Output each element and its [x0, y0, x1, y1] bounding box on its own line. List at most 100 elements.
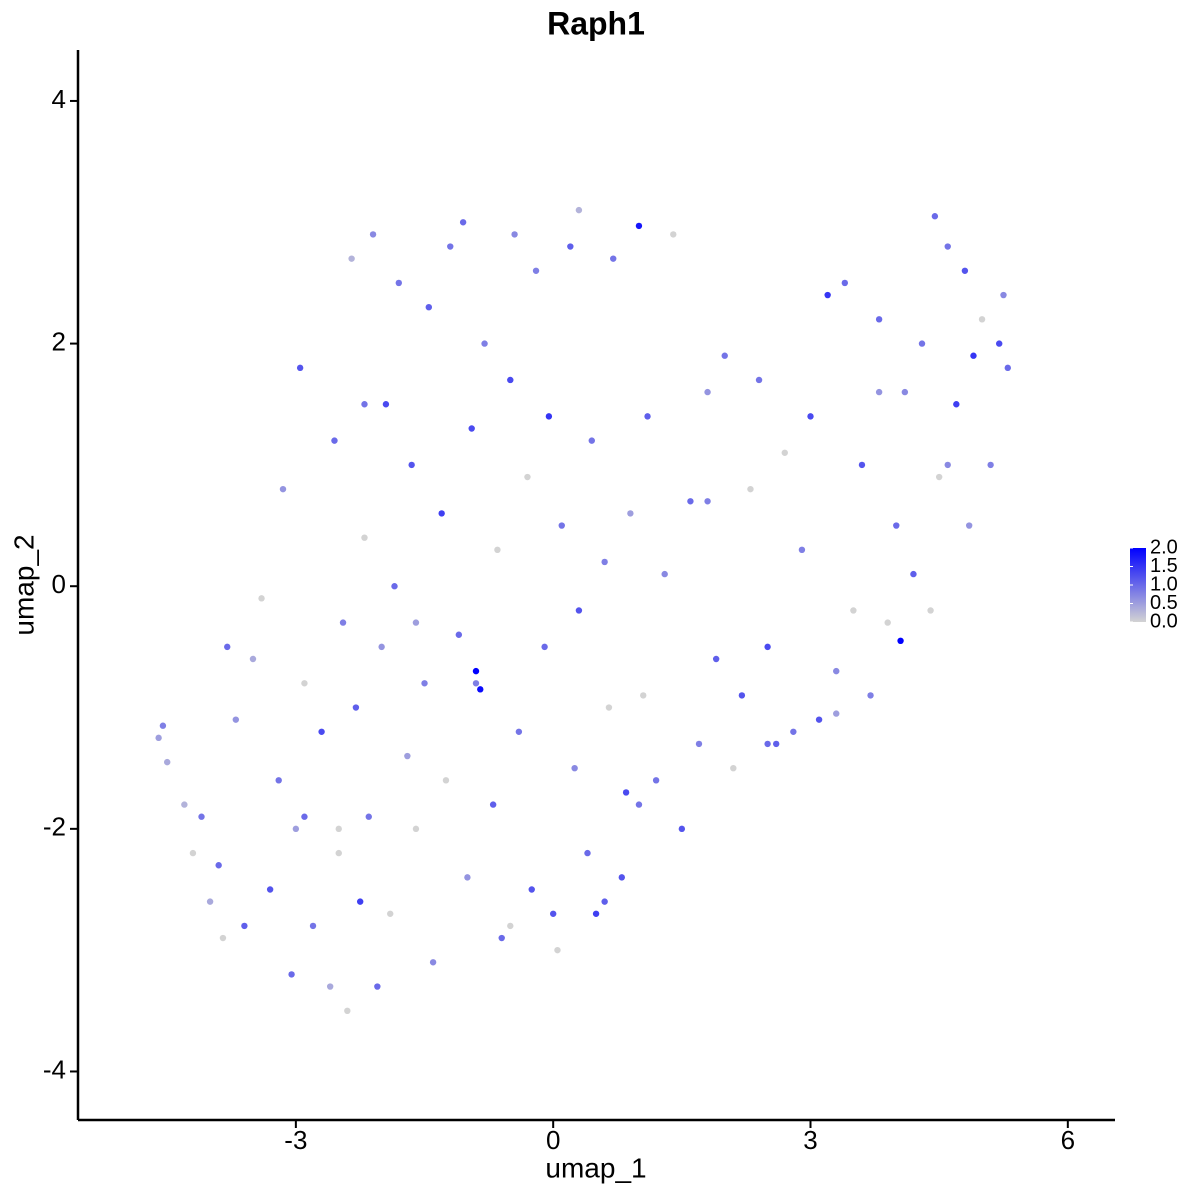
point: [601, 898, 608, 905]
point: [511, 231, 518, 238]
point: [893, 522, 900, 529]
y-tick-label: -4: [43, 1054, 66, 1084]
point: [339, 619, 347, 626]
point: [275, 777, 282, 784]
point: [159, 722, 167, 729]
point: [661, 570, 668, 578]
point: [944, 243, 951, 250]
point: [468, 425, 475, 432]
point: [575, 206, 583, 214]
point: [198, 813, 205, 820]
point: [704, 388, 711, 396]
point: [931, 213, 939, 220]
point: [455, 631, 463, 638]
point: [644, 413, 651, 420]
point: [206, 898, 214, 905]
point: [1000, 291, 1007, 299]
point: [807, 413, 814, 420]
point: [965, 522, 973, 529]
point: [391, 583, 398, 590]
point: [189, 849, 197, 857]
point: [901, 388, 909, 396]
point: [858, 461, 866, 469]
point: [687, 498, 694, 505]
point: [296, 364, 304, 372]
point: [627, 510, 634, 517]
point: [344, 1007, 351, 1015]
point: [404, 752, 411, 760]
point: [215, 862, 222, 869]
point: [369, 231, 377, 238]
point: [640, 692, 647, 699]
point: [601, 558, 608, 566]
point: [567, 243, 574, 250]
point: [425, 303, 433, 311]
point: [961, 267, 969, 274]
point: [352, 704, 360, 711]
point: [374, 983, 381, 990]
point: [219, 934, 227, 942]
point: [764, 740, 771, 748]
point: [241, 922, 248, 930]
point: [875, 388, 883, 396]
point: [695, 740, 703, 748]
point: [412, 619, 420, 626]
point: [730, 764, 737, 772]
point: [507, 922, 514, 930]
point: [288, 971, 295, 978]
point: [588, 437, 595, 444]
point: [918, 340, 926, 347]
point: [365, 813, 372, 820]
point: [678, 825, 686, 833]
point: [472, 667, 480, 675]
point: [610, 255, 617, 262]
point: [301, 813, 308, 820]
point: [755, 376, 763, 384]
point: [378, 643, 385, 651]
point: [987, 461, 994, 469]
point: [970, 352, 977, 359]
point: [875, 316, 883, 323]
point: [442, 777, 450, 784]
point: [1004, 364, 1011, 372]
point: [447, 243, 454, 250]
colorbar-label: 1.5: [1150, 555, 1178, 577]
point: [996, 340, 1003, 347]
point: [382, 401, 390, 408]
point: [541, 643, 548, 651]
point: [867, 692, 874, 699]
point: [554, 946, 561, 954]
point: [670, 231, 677, 238]
point: [421, 680, 428, 687]
colorbar-label: 0.0: [1150, 610, 1178, 632]
point: [575, 607, 583, 614]
point: [326, 983, 334, 990]
point: [356, 898, 364, 905]
point: [833, 667, 840, 675]
colorbar-label: 0.5: [1150, 592, 1178, 614]
point: [348, 255, 355, 262]
point: [249, 655, 257, 663]
point: [764, 643, 771, 651]
point: [935, 473, 943, 481]
point: [850, 607, 857, 614]
point: [747, 485, 754, 493]
point: [884, 619, 891, 626]
point: [944, 461, 951, 469]
point: [712, 655, 720, 663]
point: [704, 498, 711, 505]
point: [927, 607, 934, 614]
point: [545, 413, 553, 420]
x-tick-label: -3: [284, 1125, 307, 1155]
point: [815, 716, 823, 723]
point: [532, 267, 540, 274]
x-tick-label: 6: [1061, 1125, 1075, 1155]
point: [652, 777, 660, 784]
colorbar-label: 1.0: [1150, 573, 1178, 595]
point: [635, 222, 643, 230]
point: [459, 219, 467, 226]
point: [181, 801, 188, 808]
point: [155, 734, 162, 742]
point: [279, 485, 287, 493]
colorbar: [1130, 548, 1146, 622]
